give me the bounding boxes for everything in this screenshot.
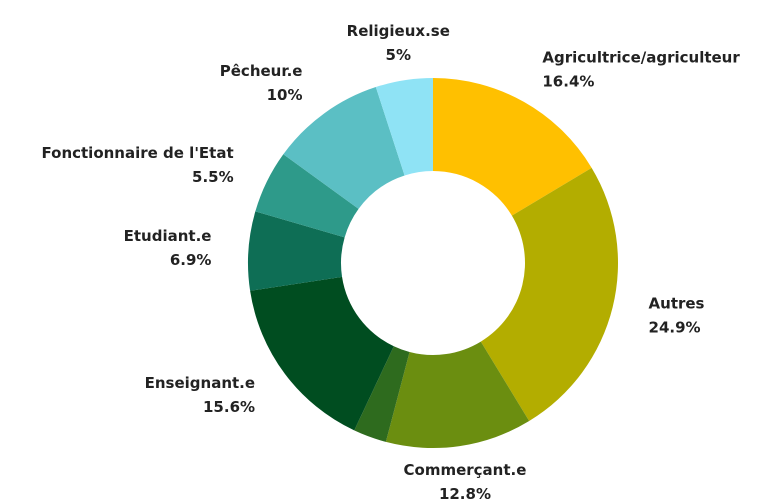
value-label: 5% [386, 46, 411, 64]
value-label: 16.4% [542, 72, 594, 90]
value-label: 5.5% [192, 168, 234, 186]
donut-segment [354, 346, 410, 442]
segment-label: Fonctionnaire de l'Etat [42, 144, 234, 162]
value-label: 15.6% [203, 398, 255, 416]
segment-label: Commerçant.e [404, 461, 527, 479]
value-label: 24.9% [649, 319, 701, 337]
segment-label: Enseignant.e [145, 374, 255, 392]
segment-label: Etudiant.e [124, 227, 212, 245]
value-label: 10% [267, 86, 303, 104]
segment-label: Pêcheur.e [220, 62, 303, 80]
segment-label: Agricultrice/agriculteur [542, 48, 740, 66]
value-label: 12.8% [439, 485, 491, 503]
donut-segment [250, 276, 394, 431]
donut-segment [385, 341, 530, 448]
segment-label: Autres [649, 295, 705, 313]
segment-label: Religieux.se [347, 22, 450, 40]
donut-segment [480, 167, 619, 422]
donut-segment [283, 87, 405, 209]
donut-segment [433, 78, 592, 216]
donut-segment [375, 78, 433, 176]
value-label: 6.9% [170, 251, 212, 269]
donut-segment [255, 154, 359, 238]
donut-segment [247, 211, 345, 291]
